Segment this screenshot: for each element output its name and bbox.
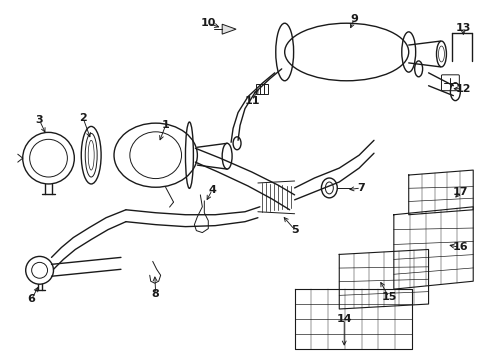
Text: 10: 10 bbox=[200, 18, 216, 28]
Text: 17: 17 bbox=[452, 187, 467, 197]
Text: 2: 2 bbox=[79, 113, 87, 123]
Text: 6: 6 bbox=[28, 294, 36, 304]
Text: 16: 16 bbox=[451, 243, 467, 252]
Text: 5: 5 bbox=[290, 225, 298, 235]
Text: 12: 12 bbox=[455, 84, 470, 94]
Text: 3: 3 bbox=[36, 116, 43, 126]
Text: 1: 1 bbox=[162, 121, 169, 130]
Polygon shape bbox=[222, 24, 236, 34]
Text: 7: 7 bbox=[357, 183, 364, 193]
Text: 8: 8 bbox=[151, 289, 159, 299]
Text: 15: 15 bbox=[381, 292, 396, 302]
Text: 14: 14 bbox=[336, 314, 351, 324]
Text: 11: 11 bbox=[244, 96, 259, 105]
Text: 4: 4 bbox=[208, 185, 216, 195]
Text: 9: 9 bbox=[349, 14, 357, 24]
Text: 13: 13 bbox=[455, 23, 470, 33]
